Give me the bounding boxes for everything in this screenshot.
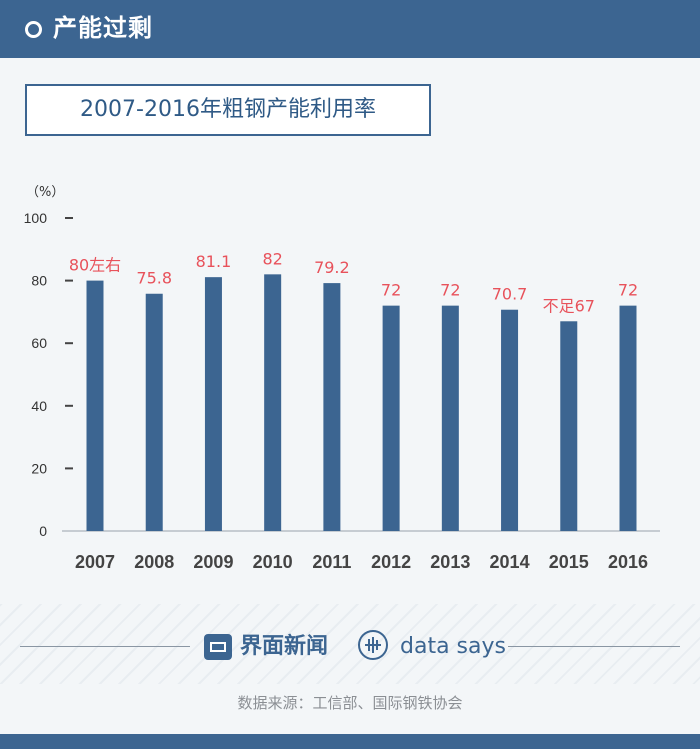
data-label: 82 xyxy=(262,249,282,268)
jiemian-logo-icon xyxy=(204,634,232,660)
data-source: 数据来源：工信部、国际钢铁协会 xyxy=(0,692,700,714)
x-tick-label: 2010 xyxy=(253,552,293,572)
footer-divider-left xyxy=(20,646,190,647)
y-tick-label: 100 xyxy=(24,210,48,226)
data-label: 70.7 xyxy=(492,285,528,304)
bar xyxy=(620,306,637,531)
y-tick-label: 80 xyxy=(31,273,47,289)
bar xyxy=(205,277,222,531)
bar xyxy=(560,321,577,531)
bar xyxy=(323,283,340,531)
x-tick-label: 2007 xyxy=(75,552,115,572)
data-label: 80左右 xyxy=(69,256,121,275)
chart-title: 2007-2016年粗钢产能利用率 xyxy=(27,86,429,134)
x-tick-label: 2014 xyxy=(490,552,530,572)
bar xyxy=(87,281,104,531)
data-label: 不足67 xyxy=(543,296,595,315)
y-tick-label: 40 xyxy=(31,398,47,414)
x-tick-label: 2016 xyxy=(608,552,648,572)
x-tick-label: 2011 xyxy=(312,552,351,572)
bar-chart: （%） 0 20 40 60 80 100 80左右 2007 75.8 2008 81.1 2009 8… xyxy=(0,170,700,590)
bar xyxy=(501,310,518,531)
page-title: 产能过剩 xyxy=(53,13,153,43)
data-label: 72 xyxy=(381,281,401,300)
circle-icon xyxy=(25,21,42,38)
y-tick-label: 0 xyxy=(39,523,47,539)
footer-divider-right xyxy=(508,646,680,647)
x-tick-label: 2012 xyxy=(371,552,411,572)
data-label: 72 xyxy=(440,281,460,300)
data-label: 75.8 xyxy=(136,269,172,288)
bottom-bar xyxy=(0,734,700,749)
chart-title-box: 2007-2016年粗钢产能利用率 xyxy=(25,84,431,136)
x-tick-label: 2009 xyxy=(193,552,233,572)
data-label: 72 xyxy=(618,281,638,300)
y-tick-label: 20 xyxy=(31,460,47,476)
x-tick-label: 2008 xyxy=(134,552,174,572)
bar xyxy=(383,306,400,531)
bar xyxy=(146,294,163,531)
data-label: 79.2 xyxy=(314,258,350,277)
bar xyxy=(264,274,281,531)
header-bar: 产能过剩 xyxy=(0,0,700,58)
x-tick-label: 2015 xyxy=(549,552,589,572)
data-says-label: data says xyxy=(400,632,506,662)
data-label: 81.1 xyxy=(196,252,232,271)
y-tick-label: 60 xyxy=(31,335,47,351)
data-says-logo-icon xyxy=(358,630,388,660)
footer-band xyxy=(0,604,700,684)
y-axis-unit: （%） xyxy=(26,185,64,200)
x-tick-label: 2013 xyxy=(430,552,470,572)
brand-name: 界面新闻 xyxy=(240,632,328,662)
bar xyxy=(442,306,459,531)
